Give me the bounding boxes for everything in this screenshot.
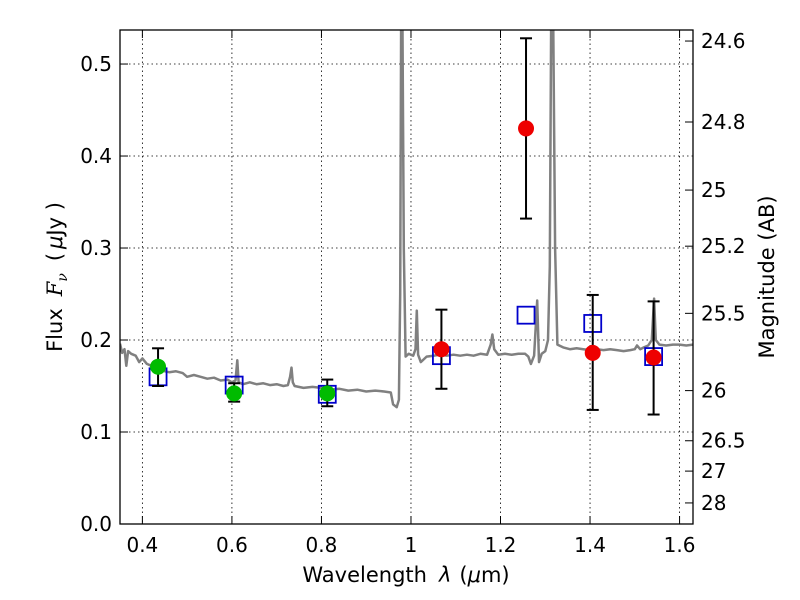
x-tick-label: 0.4 bbox=[126, 533, 158, 557]
y2-tick-label: 25.2 bbox=[701, 234, 746, 258]
y2-tick-label: 28 bbox=[701, 491, 726, 515]
grid-lines bbox=[120, 30, 693, 524]
nir-flux-point bbox=[518, 120, 535, 137]
optical-flux-point bbox=[319, 385, 336, 402]
y-tick-label: 0.1 bbox=[80, 420, 112, 444]
y-axis-label: FluxFν(μJy ) bbox=[43, 202, 71, 352]
x-tick-label: 1.4 bbox=[574, 533, 606, 557]
optical-flux-point bbox=[150, 358, 167, 375]
y-tick-label: 0.3 bbox=[80, 236, 112, 260]
y-tick-label: 0.0 bbox=[80, 512, 112, 536]
nir-flux-point bbox=[645, 349, 662, 366]
observed-points-layer bbox=[150, 120, 662, 402]
optical-flux-point bbox=[226, 385, 243, 402]
axis-ticks bbox=[120, 30, 693, 525]
y2-tick-label: 25 bbox=[701, 178, 726, 202]
model-flux-square bbox=[516, 305, 536, 325]
x-tick-label: 1 bbox=[405, 533, 418, 557]
y-tick-label: 0.4 bbox=[80, 144, 112, 168]
x-tick-label: 1.6 bbox=[664, 533, 696, 557]
x-tick-label: 0.6 bbox=[216, 533, 248, 557]
x-axis-label: Wavelength λ (μm) bbox=[302, 563, 509, 587]
y-tick-label: 0.5 bbox=[80, 52, 112, 76]
y2-tick-label: 25.5 bbox=[701, 301, 746, 325]
tick-labels: 0.4 0.6 0.8 1 1.2 1.4 1.6 0.0 0.1 0.2 0.3 0.4 0.5 24.… bbox=[80, 29, 745, 557]
y2-tick-label: 27 bbox=[701, 459, 726, 483]
x-tick-label: 0.8 bbox=[306, 533, 338, 557]
nir-flux-point bbox=[433, 341, 450, 358]
y2-tick-label: 26 bbox=[701, 379, 726, 403]
y2-tick-label: 24.6 bbox=[701, 29, 746, 53]
y2-axis-label: Magnitude (AB) bbox=[755, 195, 779, 358]
plot-frame bbox=[119, 29, 694, 525]
y-tick-label: 0.2 bbox=[80, 328, 112, 352]
nir-flux-point bbox=[584, 344, 601, 361]
x-tick-label: 1.2 bbox=[485, 533, 517, 557]
y2-tick-label: 24.8 bbox=[701, 110, 746, 134]
y2-tick-label: 26.5 bbox=[701, 429, 746, 453]
